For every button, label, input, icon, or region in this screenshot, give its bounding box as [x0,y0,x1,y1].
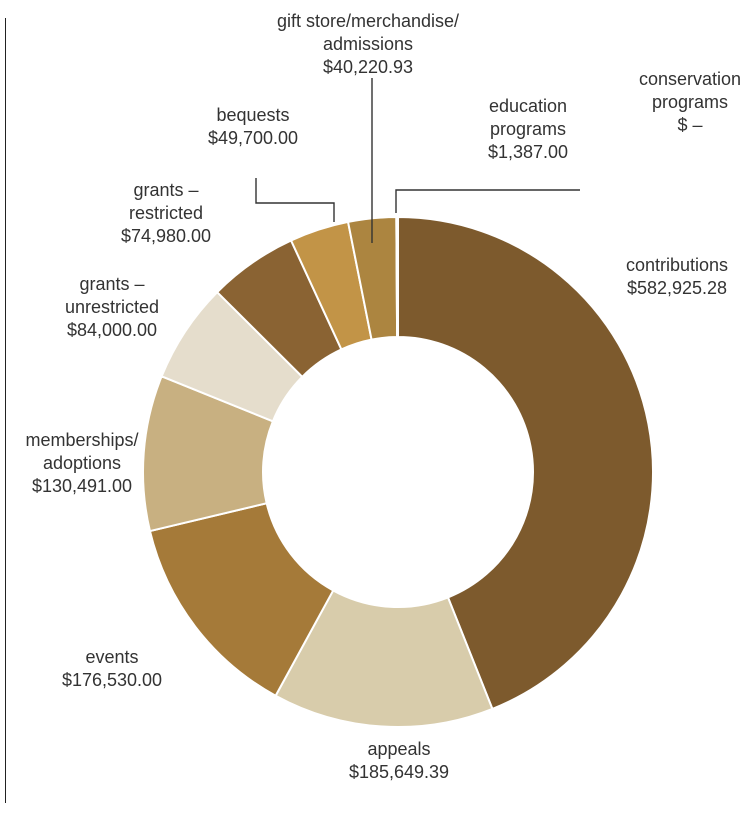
category-label: programs [652,92,728,112]
label-bequests: bequests $49,700.00 [208,105,298,148]
value-label: $40,220.93 [323,57,413,77]
label-contributions: contributions $582,925.28 [626,255,728,298]
category-label: programs [490,119,566,139]
category-label: adoptions [43,453,121,473]
category-label: gift store/merchandise/ [277,11,459,31]
value-label: $49,700.00 [208,128,298,148]
left-border-line [5,18,6,803]
slice-contributions [397,215,654,711]
value-label: $582,925.28 [627,278,727,298]
label-grants-restricted: grants – restricted $74,980.00 [121,180,211,246]
category-label: restricted [129,203,203,223]
label-events: events $176,530.00 [62,647,162,690]
slice-events [148,502,335,698]
label-grants-unrestricted: grants – unrestricted $84,000.00 [65,274,159,340]
label-memberships-adoptions: memberships/adoptions $130,491.00 [25,430,138,496]
category-label: bequests [216,105,289,125]
value-label: $84,000.00 [67,320,157,340]
label-education-programs: education programs $1,387.00 [488,96,568,162]
category-label: memberships/ [25,430,138,450]
label-appeals: appeals $185,649.39 [349,739,449,782]
category-label: grants – [133,180,198,200]
category-label: unrestricted [65,297,159,317]
category-label: admissions [323,34,413,54]
category-label: education [489,96,567,116]
leader-bequests [255,178,335,222]
value-label: $176,530.00 [62,670,162,690]
leader-education [395,189,580,213]
category-label: events [85,647,138,667]
label-conservation-programs: conservation programs $ – [639,69,741,135]
value-label: $74,980.00 [121,226,211,246]
category-label: appeals [367,739,430,759]
value-label: $130,491.00 [32,476,132,496]
value-label: $ – [677,115,702,135]
category-label: contributions [626,255,728,275]
slice-education-programs [395,215,399,339]
label-gift-store-merchandise-admissions: gift store/merchandise/admissions $40,220… [277,11,459,77]
value-label: $185,649.39 [349,762,449,782]
category-label: conservation [639,69,741,89]
category-label: grants – [79,274,144,294]
value-label: $1,387.00 [488,142,568,162]
